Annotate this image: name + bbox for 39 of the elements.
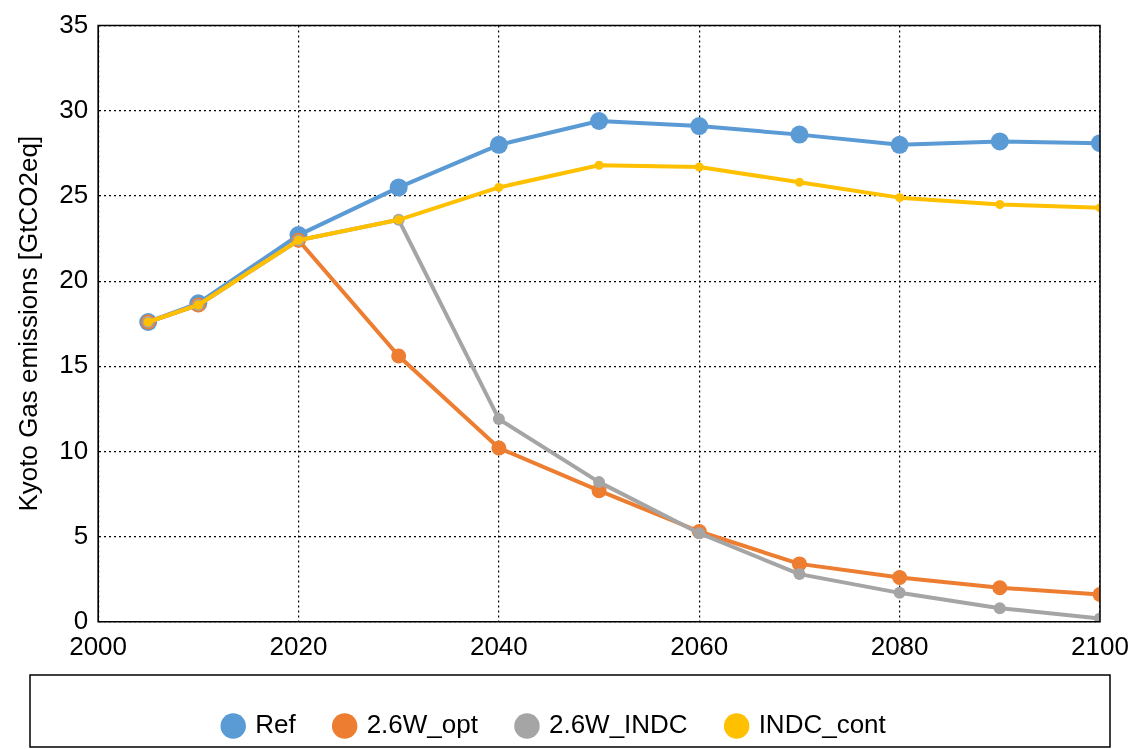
point: [790, 125, 809, 144]
point: [995, 199, 1005, 209]
point: [494, 182, 504, 192]
point: [690, 117, 709, 136]
point: [990, 132, 1009, 151]
legend-label: INDC_cont: [758, 709, 887, 740]
point: [389, 178, 408, 197]
point: [992, 580, 1008, 596]
y-tick-label: 30: [59, 93, 89, 124]
y-tick-label: 15: [59, 349, 89, 380]
y-tick-label: 20: [59, 264, 89, 295]
x-tick-label: 2060: [670, 630, 729, 661]
y-tick-label: 35: [59, 8, 89, 39]
y-tick-label: 25: [59, 179, 89, 210]
y-axis-title: Kyoto Gas emissions [GtCO2eq]: [12, 135, 43, 512]
point: [489, 135, 508, 154]
point: [590, 111, 609, 130]
point: [890, 135, 909, 154]
point: [794, 177, 804, 187]
y-tick-label: 5: [73, 519, 89, 550]
legend-label: 2.6W_opt: [366, 709, 479, 740]
point: [593, 476, 606, 489]
legend-label: 2.6W_INDC: [548, 709, 688, 740]
point: [594, 160, 604, 170]
point: [793, 568, 806, 581]
point: [892, 570, 908, 586]
point: [391, 348, 407, 364]
point: [993, 602, 1006, 615]
point: [895, 193, 905, 203]
point: [893, 586, 906, 599]
y-tick-label: 10: [59, 434, 89, 465]
legend-label: Ref: [255, 709, 297, 740]
point: [491, 440, 507, 456]
x-tick-label: 2020: [269, 630, 328, 661]
x-tick-label: 2040: [469, 630, 528, 661]
point: [492, 413, 505, 426]
x-tick-label: 2100: [1071, 630, 1129, 661]
point: [694, 162, 704, 172]
x-tick-label: 2080: [870, 630, 929, 661]
